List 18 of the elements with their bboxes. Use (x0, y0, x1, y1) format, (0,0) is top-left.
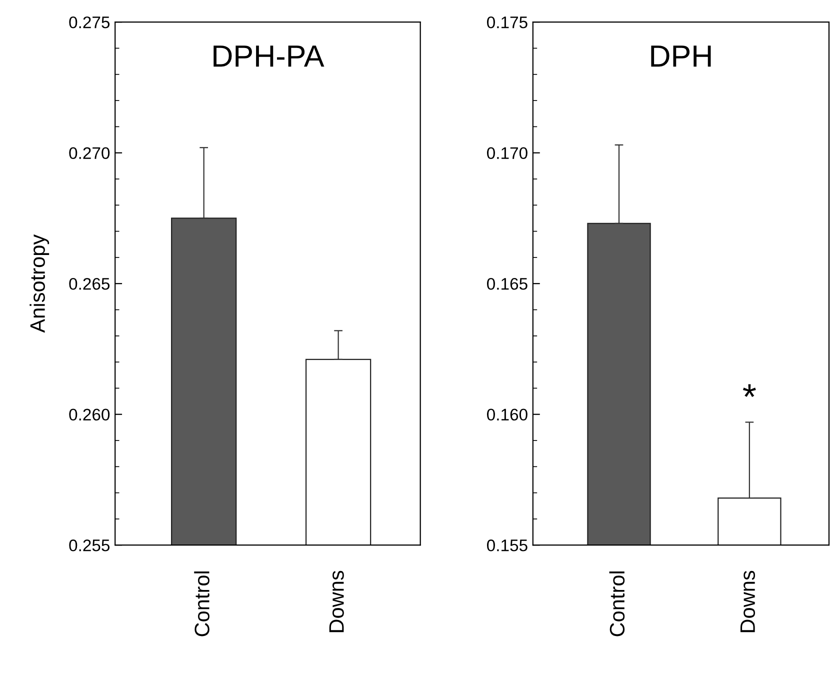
y-tick-label: 0.160 (487, 408, 528, 421)
y-tick-label: 0.260 (69, 408, 110, 421)
annotation: * (742, 384, 756, 397)
x-tick-label: Downs (740, 570, 756, 632)
text: DPH (651, 46, 711, 67)
x-tick-label: Control (609, 571, 625, 636)
x-tick-label: Downs (329, 570, 344, 632)
y-tick-label: 0.175 (487, 16, 528, 28)
y-tick-label: 0.275 (69, 16, 110, 28)
text: DPH-PA (214, 46, 324, 67)
y-tick-label: 0.255 (69, 540, 110, 552)
y-tick-label: 0.155 (487, 540, 528, 552)
y-tick-label: 0.170 (487, 147, 528, 160)
y-axis-title: Anisotropy (30, 234, 50, 333)
y-tick-label: 0.265 (69, 278, 110, 290)
y-tick-label: 0.270 (69, 147, 110, 160)
y-tick-label: 0.165 (487, 278, 528, 290)
x-tick-label: Control (194, 571, 210, 636)
